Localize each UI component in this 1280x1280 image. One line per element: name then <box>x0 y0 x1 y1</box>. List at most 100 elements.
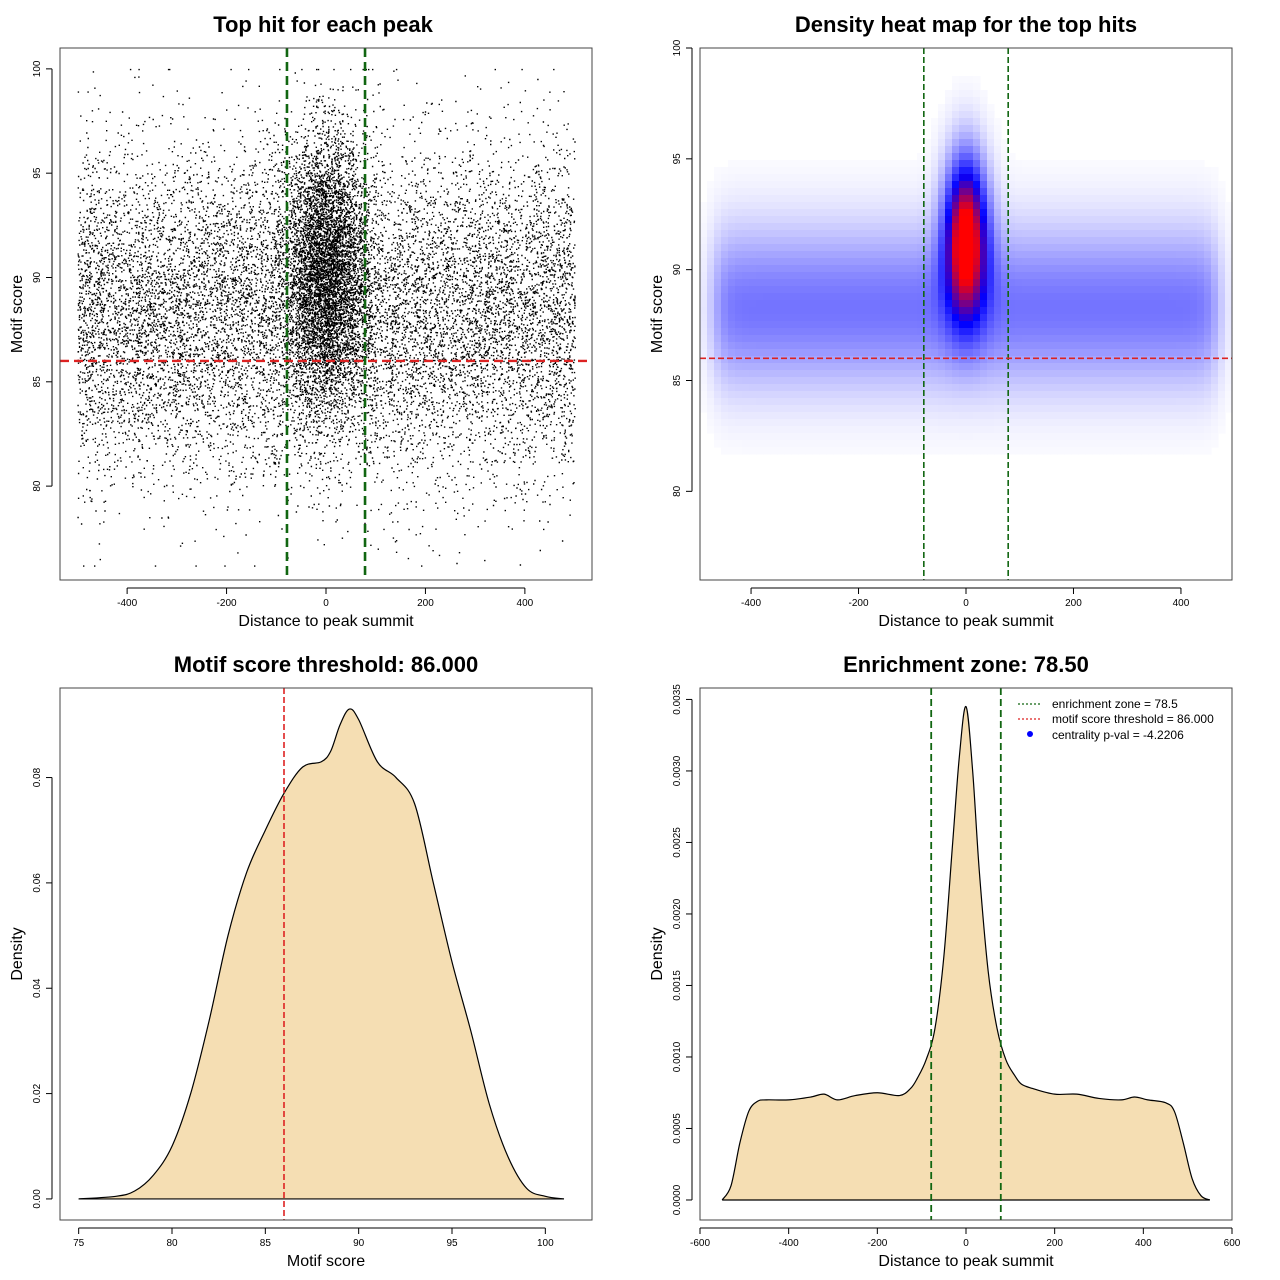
heatmap-cell <box>728 419 736 427</box>
heatmap-cell <box>1141 188 1149 196</box>
heatmap-cell <box>1183 433 1191 441</box>
heatmap-cell <box>910 216 918 224</box>
heatmap-cell <box>1099 286 1107 294</box>
heatmap-cell <box>1162 209 1170 217</box>
heatmap-cell <box>1106 447 1114 455</box>
heatmap-cell <box>924 342 932 350</box>
heatmap-cell <box>714 237 722 245</box>
heatmap-cell <box>756 174 764 182</box>
heatmap-cell <box>1141 328 1149 336</box>
heatmap-cell <box>945 139 953 147</box>
heatmap-cell <box>784 188 792 196</box>
heatmap-cell <box>1148 160 1156 168</box>
heatmap-cell <box>1001 293 1009 301</box>
heatmap-cell <box>1057 279 1065 287</box>
heatmap-cell <box>805 370 813 378</box>
heatmap-cell <box>1197 398 1205 406</box>
heatmap-cell <box>882 335 890 343</box>
heatmap-cell <box>854 230 862 238</box>
heatmap-cell <box>1197 188 1205 196</box>
heatmap-cell <box>1162 440 1170 448</box>
heatmap-cell <box>1078 188 1086 196</box>
heatmap-cell <box>1106 433 1114 441</box>
heatmap-cell <box>812 251 820 259</box>
heatmap-cell <box>1169 265 1177 273</box>
heatmap-cell <box>1204 335 1212 343</box>
heatmap-cell <box>973 440 981 448</box>
heatmap-cell <box>1176 356 1184 364</box>
heatmap-cell <box>987 244 995 252</box>
heatmap-cell <box>945 230 953 238</box>
heatmap-cell <box>1029 398 1037 406</box>
scatter-x-tick-label: 200 <box>417 598 434 609</box>
heatmap-cell <box>1064 426 1072 434</box>
heatmap-cell <box>707 279 715 287</box>
heatmap-cell <box>966 405 974 413</box>
heatmap-cell <box>840 349 848 357</box>
heatmap-cell <box>833 440 841 448</box>
heatmap-cell <box>819 195 827 203</box>
heatmap-cell <box>1043 237 1051 245</box>
heatmap-cell <box>1120 426 1128 434</box>
heatmap-cell <box>1092 335 1100 343</box>
heatmap-cell <box>777 230 785 238</box>
heatmap-cell <box>1183 447 1191 455</box>
heatmap-cell <box>966 363 974 371</box>
heatmap-cell <box>1057 237 1065 245</box>
heatmap-cell <box>868 384 876 392</box>
heatmap-cell <box>1029 426 1037 434</box>
heatmap-cell <box>1071 398 1079 406</box>
heatmap-cell <box>854 286 862 294</box>
heatmap-cell <box>798 384 806 392</box>
heatmap-cell <box>1022 398 1030 406</box>
heatmap-cell <box>1120 356 1128 364</box>
heatmap-cell <box>1113 167 1121 175</box>
heatmap-cell <box>1113 342 1121 350</box>
heatmap-cell <box>1022 377 1030 385</box>
heatmap-cell <box>945 251 953 259</box>
heatmap-cell <box>812 160 820 168</box>
heatmap-cell <box>1155 209 1163 217</box>
heatmap-cell <box>938 321 946 329</box>
heatmap-cell <box>840 384 848 392</box>
heatmap-cell <box>735 195 743 203</box>
heatmap-cell <box>854 321 862 329</box>
heatmap-cell <box>1057 412 1065 420</box>
heatmap-cell <box>945 272 953 280</box>
heatmap-cell <box>1204 419 1212 427</box>
heatmap-cell <box>875 363 883 371</box>
heatmap-cell <box>756 433 764 441</box>
heatmap-cell <box>1218 237 1226 245</box>
heatmap-cell <box>1036 202 1044 210</box>
heatmap-cell <box>980 265 988 273</box>
heatmap-cell <box>798 356 806 364</box>
heatmap-cell <box>1169 335 1177 343</box>
heatmap-cell <box>1162 447 1170 455</box>
heatmap-cell <box>1022 251 1030 259</box>
heatmap-cell <box>917 160 925 168</box>
heatmap-cell <box>1183 237 1191 245</box>
heatmap-cell <box>1001 342 1009 350</box>
heatmap-cell <box>791 258 799 266</box>
heatmap-cell <box>1127 335 1135 343</box>
heatmap-cell <box>882 384 890 392</box>
heatmap-cell <box>1183 258 1191 266</box>
heatmap-cell <box>910 440 918 448</box>
heatmap-cell <box>1155 160 1163 168</box>
heatmap-cell <box>889 356 897 364</box>
heatmap-cell <box>1155 223 1163 231</box>
heatmap-cell <box>1050 412 1058 420</box>
heatmap-cell <box>938 104 946 112</box>
score-density-ylabel: Density <box>9 927 26 980</box>
heatmap-cell <box>1029 202 1037 210</box>
heatmap-cell <box>805 321 813 329</box>
heatmap-cell <box>1190 188 1198 196</box>
heatmap-cell <box>1162 251 1170 259</box>
heatmap-cell <box>882 440 890 448</box>
heatmap-cell <box>1064 209 1072 217</box>
heatmap-cell <box>1078 419 1086 427</box>
heatmap-cell <box>791 349 799 357</box>
heatmap-cell <box>1085 440 1093 448</box>
heatmap-cell <box>1183 426 1191 434</box>
heatmap-cell <box>889 349 897 357</box>
